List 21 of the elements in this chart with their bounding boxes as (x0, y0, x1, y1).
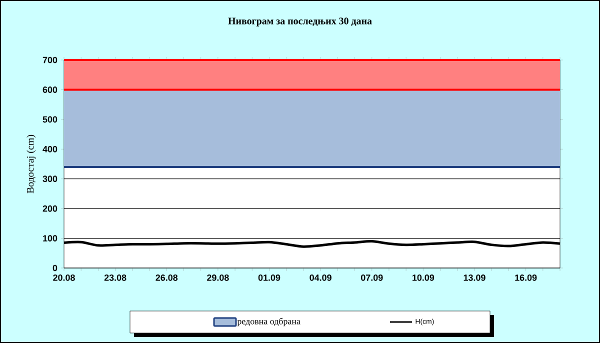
x-tick-label: 10.09 (412, 274, 434, 281)
y-tick-label: 500 (42, 116, 58, 123)
x-tick-label: 23.08 (104, 274, 126, 281)
x-tick-label: 13.09 (464, 274, 486, 281)
x-tick-label: 04.09 (310, 274, 332, 281)
y-tick-label: 600 (42, 86, 58, 93)
x-tick-label: 07.09 (361, 274, 383, 281)
x-tick-label: 26.08 (156, 274, 178, 281)
x-tick-label: 20.08 (53, 274, 75, 281)
y-axis-title: Водостај (cm) (26, 134, 36, 194)
y-tick-label: 100 (43, 235, 58, 242)
x-tick-label: 01.09 (258, 274, 280, 281)
y-tick-label: 400 (42, 146, 58, 152)
x-tick-label: 16.09 (515, 274, 537, 281)
legend-label: редовна одбрана (237, 318, 300, 326)
y-tick-label: 0 (52, 264, 58, 272)
y-tick-label: 300 (42, 176, 58, 182)
chart-title: Нивограм за последњих 30 дана (228, 18, 372, 26)
y-tick-label: 700 (42, 56, 58, 64)
y-tick-label: 200 (42, 205, 58, 212)
x-tick-label: 29.08 (207, 274, 229, 281)
